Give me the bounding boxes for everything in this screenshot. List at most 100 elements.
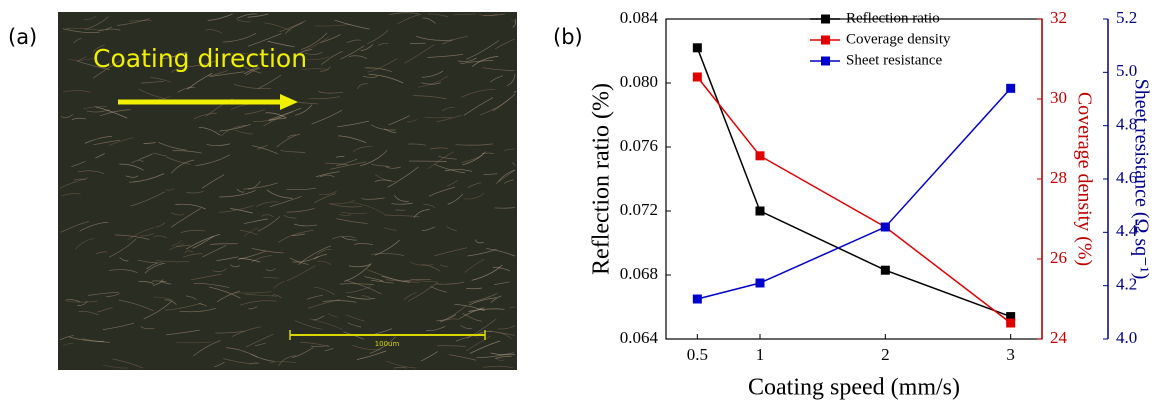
- fiber: [490, 352, 516, 356]
- fiber: [360, 150, 388, 167]
- fiber: [350, 201, 386, 216]
- fiber: [466, 287, 483, 290]
- fiber: [280, 150, 306, 153]
- point: [692, 294, 702, 304]
- fiber: [216, 256, 239, 262]
- fiber: [402, 278, 431, 282]
- panel-label: (a): [8, 25, 37, 49]
- fiber: [448, 354, 477, 361]
- fiber: [127, 227, 154, 241]
- fiber: [347, 295, 376, 300]
- fiber: [466, 40, 500, 60]
- fiber: [407, 119, 417, 123]
- fiber: [59, 177, 88, 189]
- fiber: [439, 264, 449, 267]
- fiber: [150, 77, 172, 83]
- fiber: [209, 71, 245, 77]
- fiber: [317, 90, 344, 94]
- fiber: [375, 328, 393, 335]
- x-tick-label: 1: [756, 345, 765, 364]
- fiber: [462, 312, 483, 322]
- fiber: [385, 360, 416, 369]
- fiber: [167, 56, 188, 62]
- fiber: [354, 243, 373, 245]
- legend-marker: [821, 56, 830, 66]
- fiber: [108, 238, 137, 258]
- fiber: [511, 20, 516, 27]
- fiber: [251, 145, 278, 155]
- fiber: [63, 342, 74, 346]
- fiber: [144, 262, 165, 274]
- fiber: [424, 116, 453, 119]
- fiber: [336, 218, 368, 224]
- fiber: [421, 226, 435, 231]
- fiber: [352, 345, 381, 351]
- fiber: [430, 286, 447, 293]
- fiber: [374, 179, 392, 183]
- legend-label: Sheet resistance: [846, 52, 943, 68]
- fiber: [102, 364, 128, 369]
- scale-bar-label: 100um: [375, 340, 400, 348]
- fiber: [440, 305, 467, 323]
- fiber: [220, 125, 247, 137]
- fiber: [236, 19, 252, 23]
- fiber: [346, 39, 361, 43]
- fiber: [418, 75, 449, 88]
- fiber: [176, 244, 191, 247]
- fiber: [447, 193, 464, 205]
- fiber: [458, 307, 485, 320]
- fiber: [423, 204, 436, 209]
- fiber: [248, 306, 258, 310]
- y-tick-label: 0.080: [620, 72, 658, 91]
- fiber: [374, 239, 400, 256]
- fiber: [207, 13, 233, 21]
- fiber: [195, 154, 231, 167]
- fiber: [421, 82, 441, 85]
- panel-label: (b): [553, 25, 583, 49]
- fiber: [314, 254, 328, 260]
- fiber: [346, 280, 382, 295]
- fiber: [198, 303, 207, 307]
- y-tick-label: 0.072: [620, 200, 658, 219]
- y-tick-label: 0.084: [620, 8, 659, 27]
- fiber: [283, 214, 297, 219]
- fiber: [78, 310, 99, 316]
- fiber: [312, 315, 325, 321]
- fiber: [159, 51, 188, 60]
- fiber: [360, 44, 374, 51]
- fiber: [327, 312, 338, 318]
- fiber: [254, 342, 266, 347]
- fiber: [255, 201, 279, 208]
- fiber: [415, 35, 453, 41]
- fiber: [77, 300, 88, 306]
- fiber: [408, 281, 439, 302]
- y3-tick-label: 4.2: [1116, 275, 1137, 294]
- fiber: [218, 205, 254, 213]
- fiber: [105, 28, 121, 31]
- fiber: [244, 109, 265, 115]
- point: [880, 265, 890, 275]
- fiber: [245, 68, 261, 76]
- fiber: [465, 335, 492, 352]
- fiber: [475, 239, 484, 244]
- x-tick-label: 0.5: [687, 345, 708, 364]
- fiber: [193, 282, 230, 288]
- fiber: [422, 17, 436, 24]
- fiber: [151, 280, 167, 283]
- fiber: [490, 75, 503, 83]
- legend-label: Coverage density: [846, 31, 951, 47]
- fiber: [370, 124, 396, 131]
- fiber: [316, 249, 332, 255]
- fiber: [248, 53, 260, 56]
- fiber: [338, 135, 367, 143]
- fiber: [293, 223, 318, 227]
- fiber: [140, 326, 155, 330]
- fiber: [341, 236, 357, 241]
- fiber: [352, 146, 373, 153]
- y2-axis-label: Coverage density (%): [1073, 92, 1095, 266]
- fiber: [82, 338, 110, 343]
- fiber: [243, 227, 259, 237]
- fiber: [185, 295, 197, 300]
- fiber: [442, 36, 468, 45]
- fiber: [239, 230, 258, 236]
